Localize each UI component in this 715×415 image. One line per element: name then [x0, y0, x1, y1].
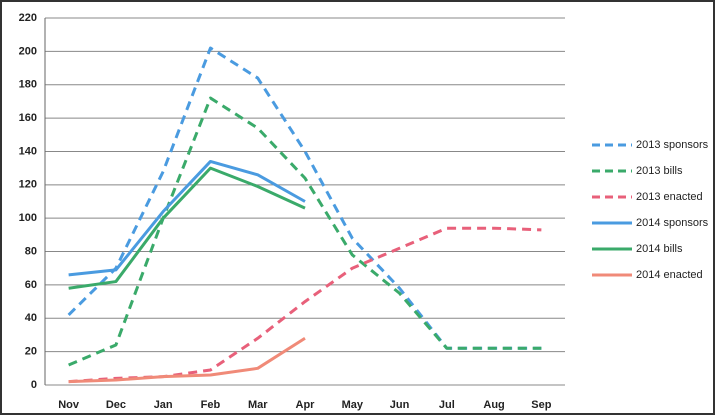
y-tick-label: 20: [25, 346, 37, 358]
y-tick-label: 140: [19, 145, 37, 157]
legend-label: 2013 sponsors: [636, 139, 709, 151]
x-tick-label: Nov: [58, 399, 80, 411]
y-tick-label: 0: [31, 379, 37, 391]
legend-label: 2013 bills: [636, 165, 683, 177]
y-tick-label: 40: [25, 312, 37, 324]
series-line: [68, 337, 306, 384]
y-tick-label: 60: [25, 279, 37, 291]
y-tick-label: 220: [19, 12, 37, 24]
legend-label: 2013 enacted: [636, 191, 703, 203]
legend-label: 2014 sponsors: [636, 217, 709, 229]
x-tick-label: Jul: [439, 399, 455, 411]
x-tick-label: Feb: [201, 399, 221, 411]
x-tick-label: Jun: [390, 399, 410, 411]
x-tick-label: Dec: [106, 399, 126, 411]
x-tick-label: Aug: [483, 399, 504, 411]
y-tick-label: 180: [19, 79, 37, 91]
y-tick-label: 200: [19, 45, 37, 57]
x-tick-label: Apr: [296, 399, 316, 411]
series-line: [68, 166, 306, 290]
x-tick-label: Sep: [531, 399, 551, 411]
legend-label: 2014 bills: [636, 243, 683, 255]
x-tick-label: May: [342, 399, 364, 411]
series-line: [68, 159, 306, 277]
legend-label: 2014 enacted: [636, 269, 703, 281]
x-tick-label: Mar: [248, 399, 268, 411]
series-line: [68, 96, 542, 367]
y-tick-label: 160: [19, 112, 37, 124]
y-tick-label: 100: [19, 212, 37, 224]
y-tick-label: 120: [19, 179, 37, 191]
x-tick-label: Jan: [154, 399, 173, 411]
y-tick-label: 80: [25, 245, 37, 257]
